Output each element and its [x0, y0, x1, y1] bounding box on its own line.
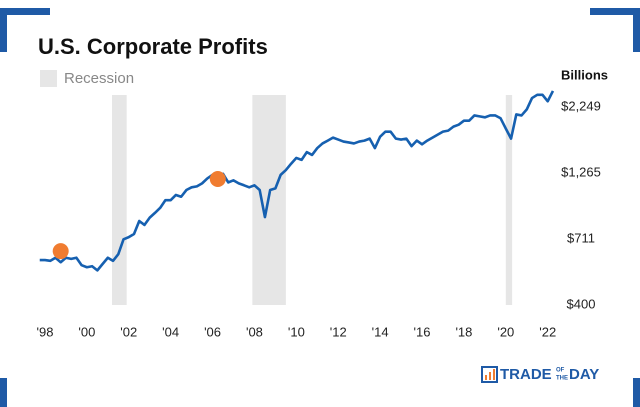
- x-tick-label: '10: [288, 324, 305, 339]
- x-tick-label: '16: [414, 324, 431, 339]
- x-tick-label: '06: [204, 324, 221, 339]
- y-tick-label: $400: [567, 296, 596, 311]
- x-tick-label: '12: [330, 324, 347, 339]
- logo-icon: [481, 366, 498, 383]
- chart-title: U.S. Corporate Profits: [38, 34, 268, 59]
- x-tick-label: '98: [37, 324, 54, 339]
- y-tick-label: $1,265: [561, 164, 601, 179]
- x-tick-label: '22: [539, 324, 556, 339]
- y-axis-label: Billions: [561, 67, 608, 82]
- x-tick-label: '20: [497, 324, 514, 339]
- x-tick-label: '08: [246, 324, 263, 339]
- legend-swatch: [40, 70, 57, 87]
- highlight-point: [209, 170, 226, 187]
- x-tick-label: '14: [372, 324, 389, 339]
- logo-text: TRADE: [500, 366, 552, 383]
- x-tick-label: '00: [78, 324, 95, 339]
- y-tick-label: $2,249: [561, 98, 601, 113]
- x-tick-label: '18: [455, 324, 472, 339]
- x-tick-label: '02: [120, 324, 137, 339]
- legend-label: Recession: [64, 70, 134, 87]
- logo-text: THE: [556, 376, 568, 382]
- y-tick-label: $711: [567, 230, 595, 245]
- logo-text: DAY: [569, 366, 599, 383]
- highlight-point: [52, 243, 69, 260]
- logo: TRADE OF THE DAY: [481, 366, 599, 383]
- x-tick-label: '04: [162, 324, 179, 339]
- logo-text: OF: [556, 368, 565, 374]
- data-line: [39, 90, 555, 272]
- recession-band: [112, 95, 127, 305]
- recession-band: [505, 95, 513, 305]
- frame-brackets: [0, 8, 640, 407]
